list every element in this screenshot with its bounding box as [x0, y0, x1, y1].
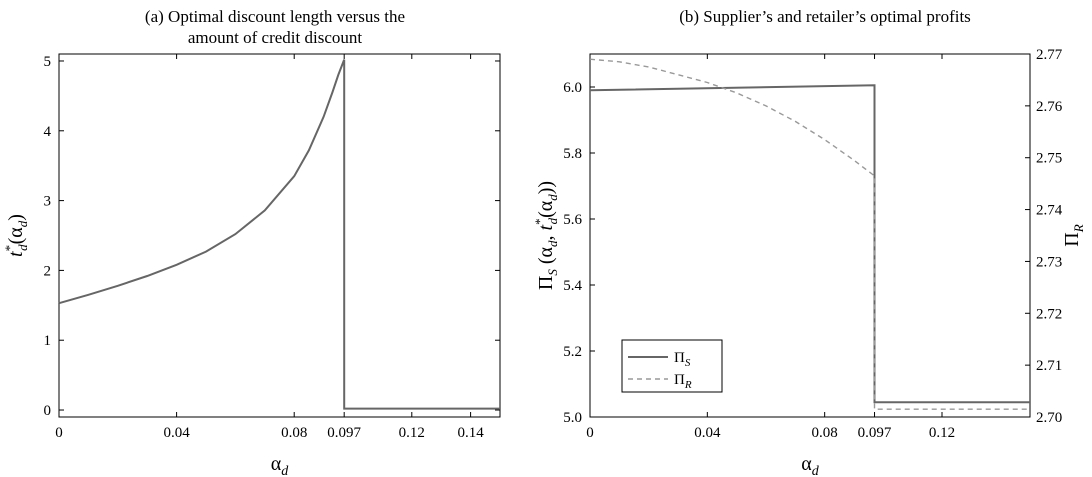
chart-b-ytick-label: 5.4: [563, 278, 582, 294]
chart-b-ytick-right-label: 2.75: [1036, 151, 1062, 167]
chart-b-legend-label: ΠS: [674, 350, 691, 369]
chart-b-xtick-label: 0.12: [929, 425, 955, 441]
chart-b-ytick-right-label: 2.76: [1036, 99, 1063, 115]
chart-a-xtick-label: 0.04: [163, 425, 190, 441]
chart-b-ylabel-right: ΠR: [1061, 224, 1086, 246]
chart-b-ytick-right-label: 2.73: [1036, 254, 1062, 270]
chart-b-ytick-label: 5.0: [563, 410, 582, 426]
chart-a-ytick-label: 3: [44, 194, 52, 210]
chart-a-xtick-label: 0.12: [399, 425, 425, 441]
chart-a-series-line: [58, 59, 500, 410]
chart-b-ylabel: ΠS (αd, t*d(αd)): [532, 181, 560, 290]
chart-b-legend-label: ΠR: [674, 372, 692, 391]
chart-a-title-line-2: amount of credit discount: [187, 28, 363, 47]
chart-b-ytick-label: 5.8: [563, 146, 582, 162]
chart-b-ytick-label: 5.2: [563, 344, 582, 360]
chart-a-ytick-label: 4: [44, 124, 52, 140]
chart-b-ytick-label: 6.0: [563, 80, 582, 96]
chart-b-ytick-label: 5.6: [563, 212, 582, 228]
chart-a-xtick-label: 0.097: [327, 425, 361, 441]
chart-a-ytick-label: 2: [44, 263, 52, 279]
chart-b-title: (b) Supplier’s and retailer’s optimal pr…: [679, 7, 971, 26]
chart-a-ytick-label: 0: [44, 403, 52, 419]
chart-b-xlabel: αd: [801, 453, 819, 477]
chart-b-ytick-right-label: 2.70: [1036, 410, 1062, 426]
chart-b-ytick-right-label: 2.71: [1036, 358, 1062, 374]
chart-b-xtick-label: 0.04: [694, 425, 721, 441]
chart-a-title-line-1: (a) Optimal discount length versus the: [144, 7, 406, 26]
chart-b-xtick-label: 0.097: [858, 425, 892, 441]
chart-a-xtick-label: 0.14: [457, 425, 484, 441]
chart-b-legend: [621, 339, 723, 393]
chart-b-series-line-retailer: [589, 58, 1030, 410]
chart-b-xtick-label: 0: [586, 425, 594, 441]
chart-a-ytick-label: 1: [44, 333, 52, 349]
chart-b-xtick-label: 0.08: [812, 425, 838, 441]
chart-b-ytick-right-label: 2.74: [1036, 203, 1063, 219]
chart-a-xtick-label: 0: [55, 425, 63, 441]
chart-a-title: (a) Optimal discount length versus the a…: [40, 6, 510, 48]
chart-a-frame: [58, 53, 501, 418]
chart-a-xtick-label: 0.08: [281, 425, 307, 441]
chart-b-frame: [589, 53, 1031, 418]
chart-a-ylabel: t*d(αd): [2, 214, 30, 257]
chart-b-ytick-right-label: 2.72: [1036, 306, 1062, 322]
chart-b-ytick-right-label: 2.77: [1036, 47, 1063, 63]
chart-a-ytick-label: 5: [44, 54, 52, 70]
chart-a-xlabel: αd: [271, 453, 289, 477]
